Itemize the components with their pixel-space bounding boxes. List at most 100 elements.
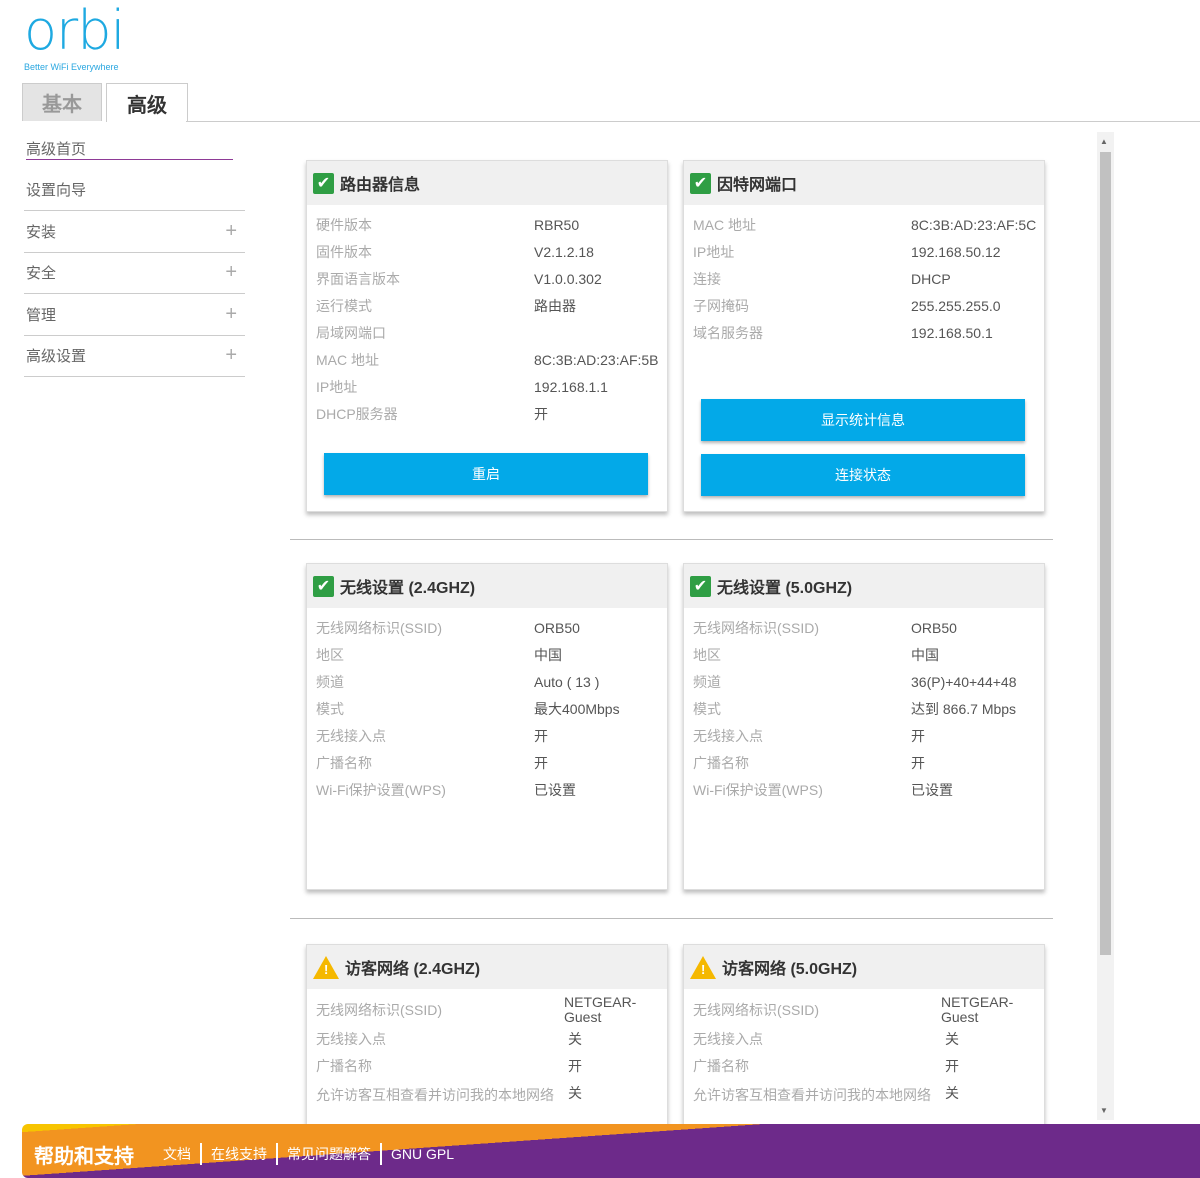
panel-title: 无线设置 (2.4GHZ)	[340, 580, 476, 597]
sidebar-item-label: 安全	[26, 265, 57, 283]
sidebar-item[interactable]: 安全 +	[24, 253, 245, 294]
check-icon: ✔	[313, 575, 334, 597]
info-row: 频道 36(P)+40+44+48	[693, 668, 1044, 695]
info-label: 模式	[693, 700, 721, 717]
panel-title: 访客网络 (5.0GHZ)	[722, 961, 858, 978]
action-button[interactable]: 重启	[324, 453, 648, 495]
info-value: 已设置	[911, 781, 953, 798]
info-value: 192.168.50.12	[911, 243, 1001, 260]
info-value: ORB50	[911, 619, 957, 636]
info-label: 广播名称	[693, 754, 749, 771]
info-value: 路由器	[534, 297, 576, 314]
info-label: 地区	[693, 646, 721, 663]
info-value: 8C:3B:AD:23:AF:5B	[534, 351, 659, 368]
info-label: MAC 地址	[693, 216, 756, 233]
sidebar-item[interactable]: 高级设置 +	[24, 336, 245, 377]
sidebar-nav: 高级首页 设置向导 安装 + 安全 + 管理 + 高级设置 +	[24, 128, 245, 377]
status-panel: ✔ 无线设置 (5.0GHZ) 无线网络标识(SSID) ORB50 地区 中国 频道 36(…	[683, 563, 1045, 890]
expand-plus-icon[interactable]: +	[225, 344, 237, 367]
sidebar-item-label: 设置向导	[26, 182, 87, 200]
info-value: 开	[534, 405, 548, 422]
status-panel: ! 访客网络 (5.0GHZ) 无线网络标识(SSID) NETGEAR-Guest 无…	[683, 944, 1045, 1134]
action-button[interactable]: 显示统计信息	[701, 399, 1025, 441]
sidebar-item[interactable]: 管理 +	[24, 294, 245, 336]
footer-link-docs[interactable]: 文档	[154, 1143, 202, 1165]
check-icon: ✔	[690, 172, 711, 194]
info-row: 子网掩码 255.255.255.0	[693, 292, 1044, 319]
info-row: 域名服务器 192.168.50.1	[693, 319, 1044, 346]
expand-plus-icon[interactable]: +	[225, 302, 237, 325]
info-row: 无线接入点 开	[693, 722, 1044, 749]
scroll-down-icon[interactable]: ▼	[1100, 1106, 1108, 1115]
info-row: 连接 DHCP	[693, 265, 1044, 292]
info-label: 地区	[316, 646, 344, 663]
status-panel: ✔ 无线设置 (2.4GHZ) 无线网络标识(SSID) ORB50 地区 中国频道 Aut…	[306, 563, 668, 890]
info-label: IP地址	[316, 378, 358, 395]
info-row: 广播名称 开	[693, 749, 1044, 776]
sidebar-item[interactable]: 安装 +	[24, 211, 245, 253]
info-value: 达到 866.7 Mbps	[911, 700, 1017, 717]
footer-link-faq[interactable]: 常见问题解答	[278, 1143, 382, 1165]
info-label: 硬件版本	[316, 216, 372, 233]
info-row: 地区 中国	[693, 641, 1044, 668]
info-label: 频道	[316, 673, 344, 690]
info-value: 开	[534, 727, 548, 744]
info-row: 允许访客互相查看并访问我的本地网络关	[316, 1079, 667, 1106]
info-row: 无线网络标识(SSID) ORB50	[316, 614, 667, 641]
info-value: Auto ( 13 )	[534, 673, 600, 690]
tab-advanced[interactable]: 高级	[106, 83, 188, 122]
info-value: 关	[945, 1030, 959, 1047]
info-row: 无线网络标识(SSID) ORB50	[693, 614, 1044, 641]
info-row: DHCP服务器 开	[316, 400, 667, 427]
info-value: 开	[945, 1057, 959, 1074]
info-value: 中国	[534, 646, 562, 663]
info-label: 频道	[693, 673, 721, 690]
panel-title: 访客网络 (2.4GHZ)	[345, 961, 481, 978]
panel-header: ✔ 因特网端口	[684, 161, 1044, 205]
info-label: 无线网络标识(SSID)	[316, 1002, 442, 1018]
info-label: 运行模式	[316, 297, 372, 314]
info-value: 关	[568, 1084, 582, 1101]
info-row: 硬件版本 RBR50	[316, 211, 667, 238]
info-row: 界面语言版本 V1.0.0.302	[316, 265, 667, 292]
info-row: MAC 地址 8C:3B:AD:23:AF:5C	[693, 211, 1044, 238]
scroll-up-icon[interactable]: ▲	[1100, 137, 1108, 146]
info-label: 无线接入点	[316, 727, 386, 744]
info-row: 频道 Auto ( 13 )	[316, 668, 667, 695]
action-button[interactable]: 连接状态	[701, 454, 1025, 496]
info-row: 固件版本 V2.1.2.18	[316, 238, 667, 265]
info-value: 192.168.1.1	[534, 378, 608, 395]
info-row: MAC 地址 8C:3B:AD:23:AF:5B	[316, 346, 667, 373]
info-row: 广播名称 开	[693, 1052, 1044, 1079]
warning-icon: !	[690, 955, 716, 979]
sidebar-item[interactable]: 设置向导	[24, 170, 245, 211]
info-row: 广播名称 开	[316, 1052, 667, 1079]
sidebar-item[interactable]: 高级首页	[24, 128, 245, 170]
info-label: 无线网络标识(SSID)	[693, 619, 819, 636]
info-label: 无线接入点	[316, 1030, 386, 1047]
scrollbar-thumb[interactable]	[1100, 152, 1111, 955]
info-value: V1.0.0.302	[534, 270, 602, 287]
sidebar-item-label: 高级设置	[26, 348, 87, 366]
info-label: 广播名称	[316, 754, 372, 771]
info-label: 无线网络标识(SSID)	[316, 619, 442, 636]
expand-plus-icon[interactable]: +	[225, 219, 237, 242]
footer-link-online-support[interactable]: 在线支持	[202, 1143, 278, 1165]
expand-plus-icon[interactable]: +	[225, 261, 237, 284]
tab-basic[interactable]: 基本	[22, 83, 102, 121]
info-value: V2.1.2.18	[534, 243, 594, 260]
info-value: 开	[911, 754, 925, 771]
info-label: 连接	[693, 270, 721, 287]
info-label: 无线接入点	[693, 727, 763, 744]
info-label: 界面语言版本	[316, 270, 400, 287]
panel-header: ! 访客网络 (5.0GHZ)	[684, 945, 1044, 989]
info-row: 模式 达到 866.7 Mbps	[693, 695, 1044, 722]
info-row: 无线接入点 开	[316, 722, 667, 749]
info-value: NETGEAR-Guest	[941, 994, 1014, 1025]
sidebar-item-label: 安装	[26, 223, 57, 241]
footer-link-gpl[interactable]: GNU GPL	[391, 1146, 455, 1162]
info-label: 允许访客互相查看并访问我的本地网络	[693, 1087, 931, 1103]
info-label: 允许访客互相查看并访问我的本地网络	[316, 1087, 554, 1103]
check-icon: ✔	[313, 172, 334, 194]
info-row: 无线接入点 关	[693, 1025, 1044, 1052]
